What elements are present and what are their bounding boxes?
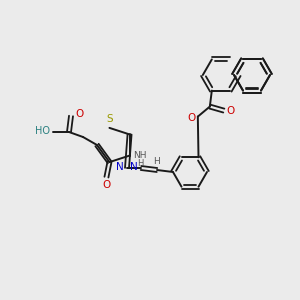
- Text: N: N: [116, 162, 124, 172]
- Text: O: O: [227, 106, 235, 116]
- Text: O: O: [188, 112, 196, 123]
- Text: NH: NH: [133, 151, 146, 160]
- Text: S: S: [106, 114, 113, 124]
- Text: N: N: [130, 162, 138, 172]
- Text: H: H: [137, 159, 144, 168]
- Text: H: H: [153, 157, 159, 166]
- Text: O: O: [102, 180, 111, 190]
- Text: O: O: [75, 109, 83, 119]
- Text: HO: HO: [34, 126, 50, 136]
